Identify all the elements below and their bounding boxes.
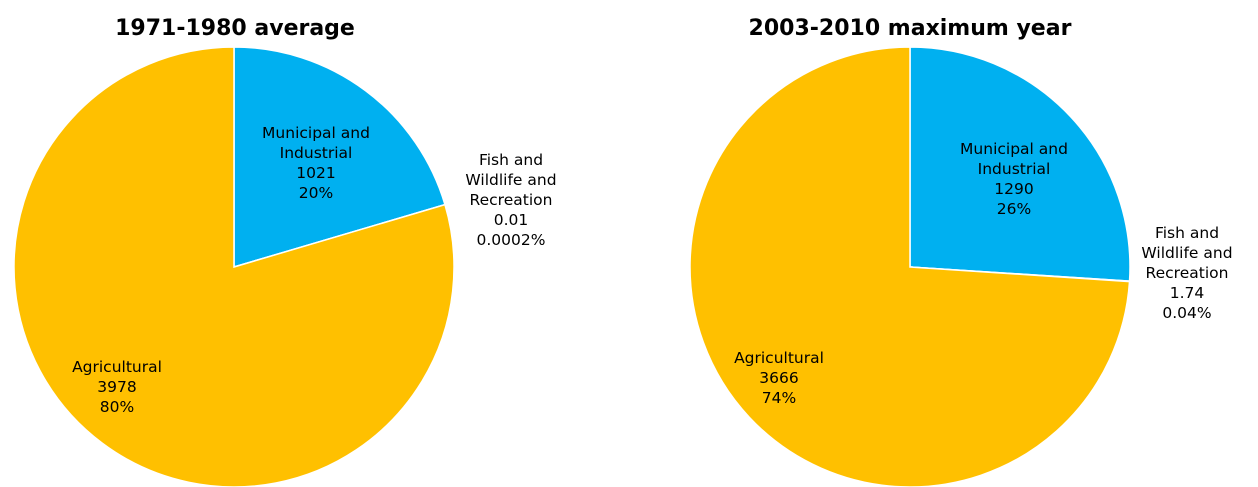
slice-category-label: Wildlife and <box>1141 244 1232 262</box>
slice-category-label: Fish and <box>479 151 543 169</box>
slice-percent-label: 0.0002% <box>477 231 546 249</box>
slice-percent-label: 0.04% <box>1162 304 1211 322</box>
pie-slice-agricultural <box>13 46 455 487</box>
chart-title: 2003-2010 maximum year <box>749 16 1072 41</box>
slice-category-label: Fish and <box>1155 224 1219 242</box>
slice-category-label: Municipal and <box>262 124 370 142</box>
slice-category-label: Recreation <box>1146 264 1229 282</box>
slice-category-label: Industrial <box>978 160 1051 178</box>
slice-category-label: Agricultural <box>734 349 824 367</box>
slice-value-label: 1290 <box>994 180 1033 198</box>
slice-category-label: Municipal and <box>960 140 1068 158</box>
slice-label-fish-and-wildlife-and-recreation: Fish and Wildlife and Recreation 0.01 0.0002… <box>465 151 556 249</box>
pie-slice-agricultural <box>689 46 1131 487</box>
pie-slice-municipal-and-industrial <box>909 46 1131 282</box>
slice-percent-label: 80% <box>100 398 134 416</box>
slice-category-label: Industrial <box>280 144 353 162</box>
slice-percent-label: 26% <box>997 200 1031 218</box>
slice-value-label: 1.74 <box>1170 284 1205 302</box>
slice-percent-label: 20% <box>299 184 333 202</box>
pie-chart-2: 2003-2010 maximum year Municipal and Indus… <box>689 16 1233 487</box>
slice-percent-label: 74% <box>762 389 796 407</box>
slice-value-label: 1021 <box>296 164 335 182</box>
slice-category-label: Recreation <box>470 191 553 209</box>
slice-label-agricultural: Agricultural 3978 80% <box>72 358 162 416</box>
slice-label-municipal-and-industrial: Municipal and Industrial 1290 26% <box>960 140 1068 218</box>
slice-label-municipal-and-industrial: Municipal and Industrial 1021 20% <box>262 124 370 202</box>
slice-label-fish-and-wildlife-and-recreation: Fish and Wildlife and Recreation 1.74 0.04% <box>1141 224 1232 322</box>
slice-value-label: 0.01 <box>494 211 529 229</box>
chart-title: 1971-1980 average <box>115 16 355 41</box>
slice-label-agricultural: Agricultural 3666 74% <box>734 349 824 407</box>
slice-value-label: 3978 <box>97 378 136 396</box>
pie-slice-municipal-and-industrial <box>233 46 446 269</box>
slice-value-label: 3666 <box>759 369 798 387</box>
slice-category-label: Wildlife and <box>465 171 556 189</box>
slice-category-label: Agricultural <box>72 358 162 376</box>
pie-chart-1: 1971-1980 average Municipal and Industrial… <box>13 16 557 487</box>
